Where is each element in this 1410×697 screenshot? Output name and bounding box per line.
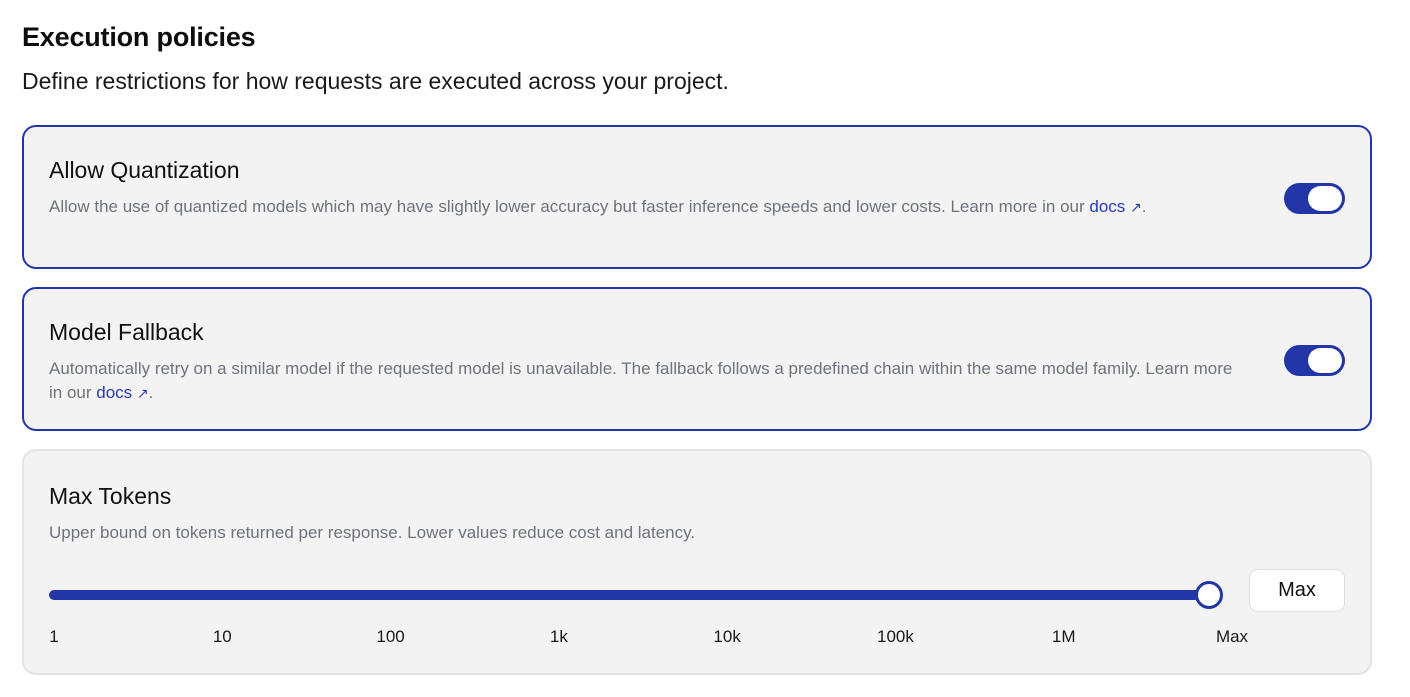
external-link-icon: ↗	[1130, 199, 1142, 215]
max-tokens-description: Upper bound on tokens returned per respo…	[49, 523, 696, 542]
page-subtitle: Define restrictions for how requests are…	[22, 68, 729, 94]
docs-link-label[interactable]: docs	[96, 383, 133, 402]
quantization-description: Allow the use of quantized models which …	[49, 195, 1239, 219]
fallback-description: Automatically retry on a similar model i…	[49, 357, 1239, 405]
fallback-card: Model Fallback Automatically retry on a …	[22, 287, 1372, 431]
page-title: Execution policies	[22, 22, 256, 52]
fallback-docs-link[interactable]: docs ↗	[96, 383, 148, 402]
slider-tick-label: Max	[1215, 627, 1249, 646]
max-tokens-title: Max Tokens	[49, 483, 172, 509]
external-link-icon: ↗	[136, 385, 149, 401]
quantization-title: Allow Quantization	[49, 157, 240, 183]
toggle-knob	[1308, 348, 1342, 373]
slider-tick-label: 1	[49, 627, 59, 646]
slider-tick-label: 10k	[713, 627, 741, 646]
slider-tick-label: 1M	[1051, 627, 1076, 646]
slider-tick-label: 100	[376, 627, 405, 646]
slider-tick-label: 1k	[549, 627, 568, 646]
quantization-docs-link[interactable]: docs ↗	[1089, 197, 1141, 216]
fallback-toggle[interactable]	[1284, 345, 1345, 376]
slider-thumb[interactable]	[1195, 581, 1223, 609]
max-tokens-value-button[interactable]: Max	[1249, 569, 1345, 612]
quantization-toggle[interactable]	[1284, 183, 1345, 214]
fallback-description-text: Automatically retry on a similar model i…	[49, 359, 1233, 402]
toggle-knob	[1308, 186, 1342, 211]
quantization-description-period: .	[1141, 197, 1147, 216]
slider-tick-label: 100k	[876, 627, 914, 646]
slider-tick-label: 10	[212, 627, 232, 646]
max-tokens-card: Max Tokens Upper bound on tokens returne…	[22, 449, 1372, 675]
docs-link-label[interactable]: docs	[1089, 197, 1126, 216]
max-tokens-slider[interactable]	[49, 581, 1223, 609]
fallback-title: Model Fallback	[49, 319, 204, 345]
quantization-card: Allow Quantization Allow the use of quan…	[22, 125, 1372, 269]
fallback-description-period: .	[148, 383, 154, 402]
quantization-description-text: Allow the use of quantized models which …	[49, 197, 1085, 216]
slider-fill	[49, 590, 1211, 600]
